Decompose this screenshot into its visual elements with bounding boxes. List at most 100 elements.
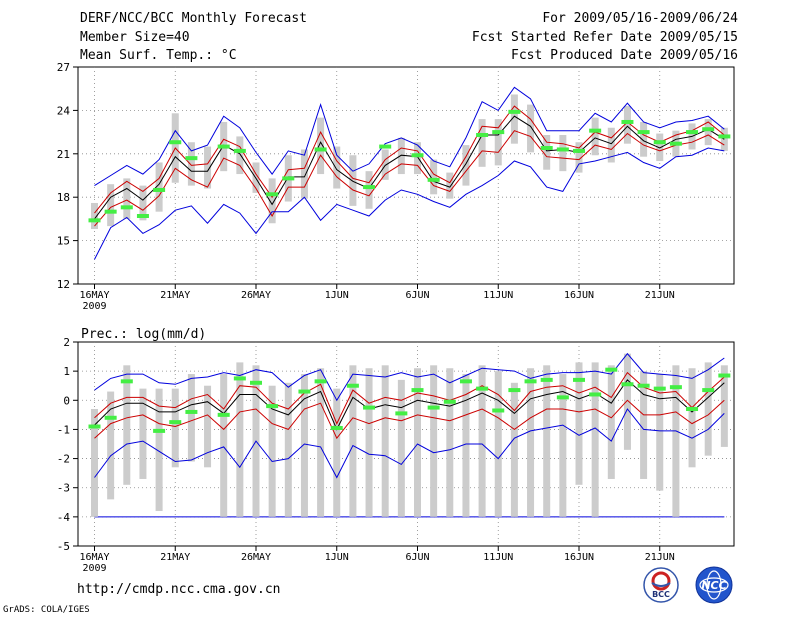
chart-1-observed-mark <box>718 373 731 378</box>
chart-1-y-tick-label: -1 <box>57 423 70 436</box>
bcc-logo: BCC <box>643 567 679 603</box>
chart-1-range-box <box>446 368 454 517</box>
chart-0-series-min <box>94 147 725 260</box>
chart-1-observed-mark <box>88 424 101 429</box>
chart-0-observed-mark <box>169 140 182 145</box>
chart-0-range-box <box>462 145 470 186</box>
chart-0-x-tick-label: 1JUN <box>325 290 349 301</box>
chart-1-x-tick-label: 26MAY <box>241 552 271 563</box>
chart-0-observed-mark <box>556 147 569 152</box>
chart-0-observed-mark <box>508 109 521 114</box>
chart-1-range-box <box>187 374 195 462</box>
chart-1-x-tick-label: 16JUN <box>564 552 594 563</box>
chart-1-observed-mark <box>169 420 182 425</box>
chart-1-range-box <box>462 374 470 517</box>
chart-0-series-max <box>94 86 725 187</box>
chart-1-range-box <box>268 385 276 517</box>
chart-0-observed-mark <box>573 148 585 153</box>
chart-1-range-box <box>220 374 228 517</box>
chart-1-observed-mark <box>540 377 553 382</box>
chart-1-range-box <box>430 365 438 517</box>
chart-1-series-max <box>94 352 725 402</box>
chart-1-observed-mark <box>314 379 327 384</box>
chart-0-series-lower <box>94 130 725 227</box>
chart-1-range-box <box>640 371 648 479</box>
chart-0-observed-mark <box>104 209 117 214</box>
chart-1-observed-mark <box>686 407 699 412</box>
temperature-panel: 12 15 18 21 24 27 16MAY 21MAY 26MAY 1JUN 6JUN 11JUN… <box>57 61 735 312</box>
chart-0-range-box <box>204 146 212 189</box>
chart-1-observed-mark <box>427 405 440 410</box>
chart-1-observed-mark <box>363 405 376 410</box>
chart-1-x-tick-label: 6JUN <box>405 552 429 563</box>
chart-1-range-box <box>559 374 567 517</box>
chart-0-observed-mark <box>621 119 634 124</box>
chart-1-y-tick-label: -3 <box>57 482 70 495</box>
chart-1-observed-mark <box>298 389 311 394</box>
chart-0-x-tick-label: 21MAY <box>160 290 190 301</box>
grads-credit: GrADS: COLA/IGES <box>3 605 90 615</box>
chart-0-series-upper <box>94 105 725 214</box>
chart-0-observed-mark <box>492 130 505 135</box>
chart-1-range-box <box>317 368 325 517</box>
chart-1-y-tick-label: -2 <box>57 453 70 466</box>
chart-1-range-box <box>171 388 179 468</box>
chart-1-range-box <box>155 388 163 512</box>
chart-1-observed-mark <box>492 408 505 413</box>
chart-0-range-box <box>720 127 728 151</box>
chart-1-range-box <box>284 382 292 517</box>
chart-1-range-box <box>139 388 147 479</box>
chart-1-y-tick-label: 1 <box>63 365 70 378</box>
chart-1-year-label: 2009 <box>82 563 106 574</box>
chart-1-range-box <box>623 353 631 450</box>
chart-0-observed-mark <box>702 127 715 132</box>
chart-0-range-box <box>623 106 631 144</box>
chart-0-observed-mark <box>476 132 489 137</box>
chart-1-observed-mark <box>330 425 343 430</box>
chart-1-range-box <box>333 388 341 517</box>
chart-1-series-median <box>94 379 725 431</box>
chart-0-range-box <box>187 142 195 186</box>
chart-1-range-box <box>349 365 357 517</box>
chart-0-range-box <box>446 172 454 199</box>
chart-1-range-box <box>414 368 421 517</box>
chart-1-range-box <box>365 368 373 517</box>
ncc-logo-text: NCC <box>701 579 726 592</box>
chart-1-y-tick-label: 2 <box>63 336 70 349</box>
chart-0-range-box <box>268 178 276 224</box>
chart-0-range-box <box>527 104 535 153</box>
chart-1-observed-mark <box>556 395 569 400</box>
source-url[interactable]: http://cmdp.ncc.cma.gov.cn <box>77 582 281 597</box>
chart-0-observed-mark <box>637 130 650 135</box>
chart-title: DERF/NCC/BCC Monthly Forecast <box>80 11 307 26</box>
chart-0-year-label: 2009 <box>82 301 106 312</box>
ncc-logo: NCC <box>695 566 733 604</box>
chart-0-range-box <box>543 134 551 170</box>
chart-0-y-tick-label: 15 <box>57 235 70 248</box>
chart-1-range-box <box>510 382 518 517</box>
chart-0-y-tick-label: 18 <box>57 191 70 204</box>
chart-1-frame <box>77 341 735 547</box>
chart-0-range-box <box>397 137 405 175</box>
chart-1-range-box <box>123 365 131 485</box>
chart-1-observed-mark <box>104 415 117 420</box>
chart-0-range-box <box>365 171 373 209</box>
chart-0-x-tick-label: 21JUN <box>645 290 675 301</box>
chart-1-observed-mark <box>185 409 198 414</box>
chart-0-range-box <box>349 155 357 206</box>
chart-1-observed-mark <box>395 411 408 416</box>
chart-1-range-box <box>704 362 712 456</box>
chart-0-range-box <box>317 117 325 175</box>
chart-0-range-box <box>107 184 115 227</box>
chart-0-observed-mark <box>540 146 553 151</box>
chart-0-x-tick-label: 6JUN <box>405 290 429 301</box>
chart-0-observed-mark <box>411 153 424 158</box>
produced-date: Fcst Produced Date 2009/05/16 <box>511 48 738 63</box>
chart-1-observed-mark <box>669 385 682 390</box>
forecast-period: For 2009/05/16-2009/06/24 <box>542 11 738 26</box>
chart-0-y-tick-label: 24 <box>57 104 71 117</box>
chart-1-observed-mark <box>346 383 359 388</box>
chart-1-observed-mark <box>233 376 246 381</box>
chart-0-observed-mark <box>217 144 230 149</box>
